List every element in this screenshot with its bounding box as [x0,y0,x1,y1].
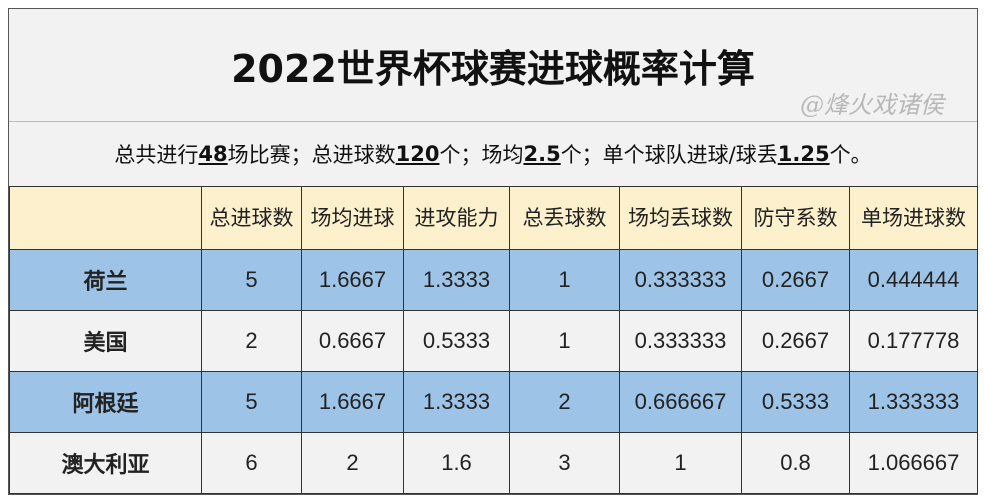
value-cell: 2 [301,432,404,494]
value-cell: 0.177778 [849,310,978,372]
value-cell: 1.333333 [849,371,978,433]
value-cell: 1 [509,249,620,311]
summary-text: 个。 [829,143,872,167]
value-cell: 0.444444 [849,249,978,311]
column-header: 总丢球数 [509,186,620,250]
column-header [9,186,202,250]
summary-text: 场比赛；总进球数 [227,143,396,167]
team-name-cell: 阿根廷 [9,371,202,433]
value-cell: 0.333333 [619,310,742,372]
header-row: 总进球数 场均进球 进攻能力 总丢球数 场均丢球数 防守系数 单场进球数 [9,186,978,250]
summary-text: 个；场均 [439,143,524,167]
watermark: @烽火戏诸侯 [800,91,944,119]
value-cell: 0.333333 [619,249,742,311]
value-cell: 2 [509,371,620,433]
summary-value: 120 [395,142,440,166]
summary-text: 个；单个球队进球/球丢 [560,143,778,167]
value-cell: 0.2667 [741,249,850,311]
team-name-cell: 澳大利亚 [9,432,202,494]
value-cell: 0.6667 [301,310,404,372]
value-cell: 0.5333 [741,371,850,433]
summary-value: 2.5 [523,142,561,166]
value-cell: 5 [201,371,302,433]
sheet: 2022世界杯球赛进球概率计算 总共进行 48 场比赛；总进球数 120 个；场均 2.5… [8,8,978,495]
value-cell: 5 [201,249,302,311]
page-title: 2022世界杯球赛进球概率计算 [9,9,977,122]
table-row: 澳大利亚 6 2 1.6 3 1 0.8 1.066667 [9,432,978,494]
value-cell: 1.6667 [301,249,404,311]
value-cell: 1.3333 [403,249,510,311]
column-header: 防守系数 [741,186,850,250]
table-row: 阿根廷 5 1.6667 1.3333 2 0.666667 0.5333 1.333333 [9,371,978,433]
value-cell: 1.3333 [403,371,510,433]
value-cell: 0.8 [741,432,850,494]
value-cell: 0.2667 [741,310,850,372]
value-cell: 1 [619,432,742,494]
value-cell: 1 [509,310,620,372]
column-header: 场均进球 [301,186,404,250]
table-row: 荷兰 5 1.6667 1.3333 1 0.333333 0.2667 0.444444 [9,249,978,311]
summary-text: 总共进行 [114,143,199,167]
table-row: 美国 2 0.6667 0.5333 1 0.333333 0.2667 0.177778 [9,310,978,372]
team-name-cell: 美国 [9,310,202,372]
stats-table: 总进球数 场均进球 进攻能力 总丢球数 场均丢球数 防守系数 单场进球数 荷兰 5… [9,186,978,494]
value-cell: 0.5333 [403,310,510,372]
value-cell: 0.666667 [619,371,742,433]
value-cell: 1.066667 [849,432,978,494]
value-cell: 1.6 [403,432,510,494]
value-cell: 1.6667 [301,371,404,433]
summary-line: 总共进行 48 场比赛；总进球数 120 个；场均 2.5 个；单个球队进球/球丢 1.25 个… [9,122,977,186]
value-cell: 6 [201,432,302,494]
column-header: 场均丢球数 [619,186,742,250]
team-name-cell: 荷兰 [9,249,202,311]
column-header: 单场进球数 [849,186,978,250]
summary-value: 48 [198,142,228,166]
value-cell: 3 [509,432,620,494]
column-header: 进攻能力 [403,186,510,250]
summary-value: 1.25 [777,142,830,166]
column-header: 总进球数 [201,186,302,250]
value-cell: 2 [201,310,302,372]
